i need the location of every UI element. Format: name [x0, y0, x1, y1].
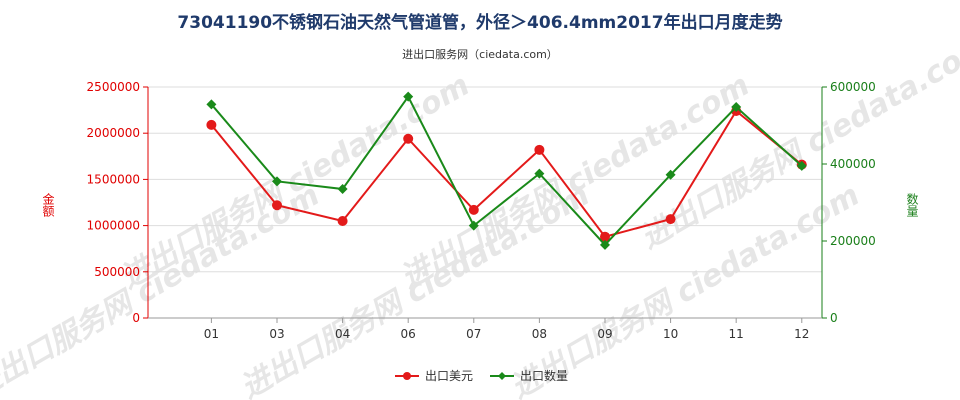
x-tick-label: 08 [532, 327, 547, 341]
data-point-export-usd [403, 133, 414, 144]
x-tick-label: 03 [269, 327, 284, 341]
x-tick-label: 10 [663, 327, 678, 341]
axes [143, 86, 827, 323]
x-tick-label: 11 [729, 327, 744, 341]
data-point-export-quantity [665, 169, 676, 180]
right-tick-label: 0 [830, 311, 838, 325]
x-tick-label: 06 [401, 327, 416, 341]
legend-label: 出口数量 [520, 368, 568, 383]
tick-labels: 0 500000 1000000 1500000 2000000 2500000 0 2000… [41, 80, 919, 341]
left-tick-label: 500000 [94, 265, 140, 279]
left-tick-label: 1000000 [87, 219, 140, 233]
data-point-export-quantity [271, 176, 282, 187]
chart-title: 73041190不锈钢石油天然气管道管，外径＞406.4mm2017年出口月度走… [177, 13, 783, 33]
x-tick-label: 01 [204, 327, 219, 341]
x-tick-label: 09 [597, 327, 612, 341]
left-tick-label: 1500000 [87, 172, 140, 186]
series-line-export-usd [210, 109, 803, 238]
data-point-export-usd [599, 231, 610, 242]
data-point-export-quantity [796, 160, 807, 171]
data-point-export-quantity [731, 102, 742, 113]
data-point-export-usd [206, 119, 217, 130]
x-tick-label: 07 [466, 327, 481, 341]
data-point-export-quantity [468, 220, 479, 231]
left-tick-label: 2500000 [87, 80, 140, 94]
right-axis-label: 数量 [905, 192, 919, 217]
right-tick-label: 600000 [830, 80, 876, 94]
x-tick-label: 04 [335, 327, 350, 341]
legend-marker-export-usd [403, 372, 411, 380]
data-point-export-quantity [337, 184, 348, 195]
data-point-export-quantity [403, 91, 414, 102]
right-tick-label: 400000 [830, 157, 876, 171]
x-tick-label: 12 [794, 327, 809, 341]
data-point-export-usd [468, 204, 479, 215]
legend-marker-export-quantity [498, 372, 506, 380]
left-tick-label: 0 [132, 311, 140, 325]
legend: 出口美元 出口数量 [395, 368, 568, 383]
data-point-export-quantity [534, 168, 545, 179]
right-tick-label: 200000 [830, 234, 876, 248]
data-point-export-quantity [599, 239, 610, 250]
series-line-export-quantity [210, 94, 803, 247]
left-tick-label: 2000000 [87, 126, 140, 140]
data-point-export-usd [271, 200, 282, 211]
data-point-export-usd [665, 214, 676, 225]
left-axis-label: 金额 [41, 192, 55, 218]
data-point-export-quantity [206, 99, 217, 110]
series-layer [206, 91, 807, 250]
data-point-export-usd [337, 215, 348, 226]
data-point-export-usd [534, 144, 545, 155]
chart-subtitle: 进出口服务网（ciedata.com） [402, 48, 558, 61]
legend-label: 出口美元 [425, 369, 473, 383]
